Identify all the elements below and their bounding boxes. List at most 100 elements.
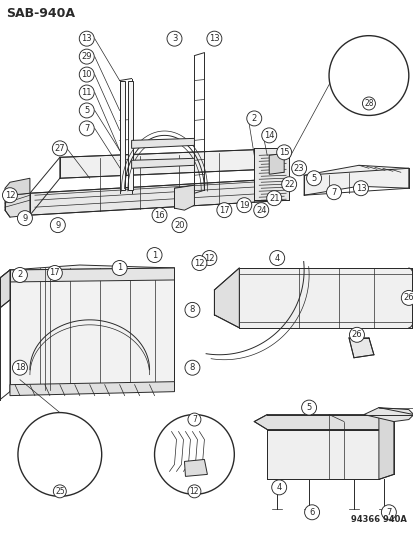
Polygon shape (30, 178, 288, 215)
Circle shape (112, 261, 127, 276)
Circle shape (52, 141, 67, 156)
Circle shape (79, 85, 94, 100)
Polygon shape (184, 459, 207, 477)
Circle shape (276, 145, 291, 160)
Polygon shape (363, 408, 413, 422)
Circle shape (188, 485, 200, 498)
Circle shape (206, 31, 221, 46)
Circle shape (147, 247, 161, 263)
Circle shape (166, 31, 182, 46)
Circle shape (306, 171, 321, 185)
Circle shape (79, 67, 94, 82)
Text: 22: 22 (283, 180, 294, 189)
Text: 6: 6 (309, 508, 314, 517)
Circle shape (18, 413, 102, 496)
Text: 12: 12 (189, 487, 199, 496)
Text: 2: 2 (17, 270, 23, 279)
Text: 8: 8 (189, 305, 195, 314)
Text: 13: 13 (81, 34, 92, 43)
Text: 16: 16 (154, 211, 164, 220)
Text: 27: 27 (55, 144, 65, 153)
Text: 7: 7 (192, 415, 197, 424)
Polygon shape (254, 415, 393, 430)
Circle shape (400, 290, 413, 305)
Polygon shape (10, 268, 174, 282)
Text: 2: 2 (251, 114, 256, 123)
Polygon shape (266, 430, 378, 479)
Text: 28: 28 (363, 99, 373, 108)
Text: 10: 10 (81, 70, 92, 79)
Text: 3: 3 (171, 34, 177, 43)
Text: 12: 12 (5, 191, 15, 200)
Circle shape (192, 255, 206, 270)
Circle shape (246, 111, 261, 126)
Polygon shape (131, 139, 194, 148)
Text: 9: 9 (55, 221, 60, 230)
Circle shape (79, 103, 94, 118)
Circle shape (171, 217, 187, 232)
Text: 17: 17 (218, 206, 229, 215)
Text: 7: 7 (330, 188, 336, 197)
Circle shape (202, 251, 216, 265)
Text: 11: 11 (81, 88, 92, 97)
Text: 19: 19 (238, 201, 249, 209)
Text: 13: 13 (355, 184, 366, 193)
Text: 4: 4 (274, 254, 279, 263)
Circle shape (253, 203, 268, 217)
Text: 1: 1 (152, 251, 157, 260)
Text: 7: 7 (385, 508, 391, 517)
Polygon shape (60, 148, 288, 178)
Circle shape (271, 480, 286, 495)
Text: 25: 25 (55, 487, 64, 496)
Circle shape (261, 128, 276, 143)
Circle shape (301, 400, 316, 415)
Text: 17: 17 (50, 269, 60, 278)
Circle shape (380, 505, 395, 520)
Text: 5: 5 (306, 403, 311, 412)
Circle shape (349, 327, 363, 342)
Text: 5: 5 (311, 174, 316, 183)
Text: 1: 1 (117, 263, 122, 272)
Circle shape (152, 208, 166, 223)
Circle shape (79, 49, 94, 64)
Circle shape (185, 360, 199, 375)
Text: 7: 7 (84, 124, 89, 133)
Text: 94366 940A: 94366 940A (350, 515, 406, 524)
Text: 21: 21 (268, 193, 279, 203)
Polygon shape (268, 154, 283, 174)
Circle shape (326, 185, 341, 200)
Polygon shape (254, 148, 288, 200)
Circle shape (154, 415, 234, 494)
Circle shape (328, 36, 408, 116)
Polygon shape (119, 80, 124, 190)
Circle shape (266, 191, 281, 206)
Polygon shape (348, 338, 373, 358)
Text: 13: 13 (209, 34, 219, 43)
Circle shape (50, 217, 65, 232)
Text: 8: 8 (189, 363, 195, 372)
Circle shape (2, 188, 17, 203)
Circle shape (216, 203, 231, 217)
Circle shape (53, 485, 66, 498)
Polygon shape (0, 270, 10, 308)
Text: 29: 29 (81, 52, 92, 61)
Text: 20: 20 (174, 221, 184, 230)
Circle shape (79, 121, 94, 136)
Text: 5: 5 (84, 106, 89, 115)
Circle shape (361, 97, 375, 110)
Polygon shape (127, 80, 132, 190)
Circle shape (17, 211, 32, 225)
Polygon shape (10, 265, 174, 392)
Circle shape (12, 268, 27, 282)
Circle shape (12, 360, 27, 375)
Text: 26: 26 (403, 293, 413, 302)
Polygon shape (378, 415, 393, 479)
Text: 14: 14 (263, 131, 274, 140)
Circle shape (304, 505, 319, 520)
Text: 23: 23 (293, 164, 304, 173)
Text: SAB-940A: SAB-940A (6, 7, 75, 20)
Text: 26: 26 (351, 330, 361, 340)
Circle shape (47, 265, 62, 280)
Polygon shape (174, 185, 194, 210)
Circle shape (79, 31, 94, 46)
